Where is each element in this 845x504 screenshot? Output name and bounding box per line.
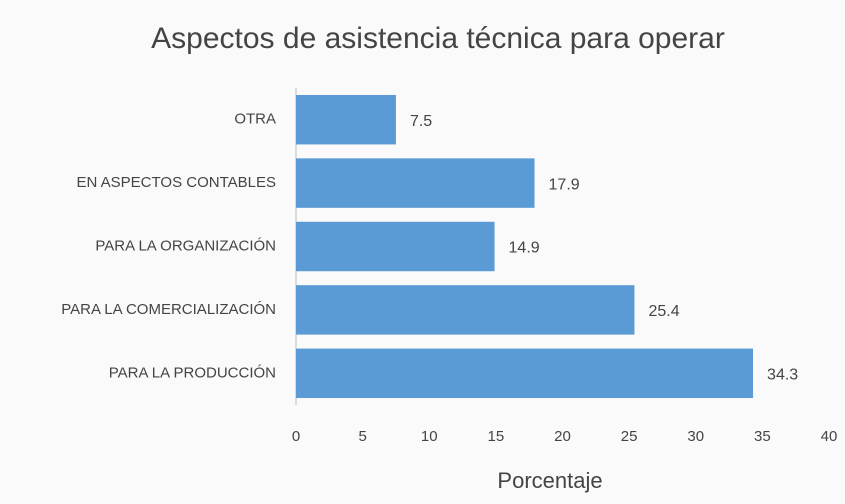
x-tick-label: 20: [554, 428, 571, 445]
x-tick-label: 10: [421, 428, 438, 445]
data-label: 34.3: [767, 367, 798, 384]
x-tick-label: 5: [358, 428, 366, 445]
bar: [296, 348, 754, 399]
x-tick-label: 25: [621, 428, 638, 445]
x-tick-label: 30: [687, 428, 704, 445]
chart-title: Aspectos de asistencia técnica para oper…: [151, 22, 725, 55]
y-tick-label: PARA LA PRODUCCIÓN: [109, 364, 276, 381]
bar: [296, 221, 495, 272]
y-tick-label: EN ASPECTOS CONTABLES: [76, 174, 276, 191]
y-tick-label: PARA LA COMERCIALIZACIÓN: [61, 301, 276, 318]
bar: [296, 94, 396, 145]
x-tick-label: 40: [821, 428, 838, 445]
data-label: 25.4: [648, 303, 679, 320]
x-tick-label: 35: [754, 428, 771, 445]
data-label: 14.9: [509, 240, 540, 257]
y-tick-label: OTRA: [234, 111, 276, 128]
bar: [296, 158, 535, 208]
x-tick-label: 15: [488, 428, 505, 445]
bar: [296, 285, 635, 335]
y-tick-label: PARA LA ORGANIZACIÓN: [95, 237, 276, 254]
x-tick-label: 0: [292, 428, 300, 445]
x-axis-title: Porcentaje: [497, 468, 602, 493]
data-label: 17.9: [549, 176, 580, 193]
data-label: 7.5: [410, 113, 432, 130]
